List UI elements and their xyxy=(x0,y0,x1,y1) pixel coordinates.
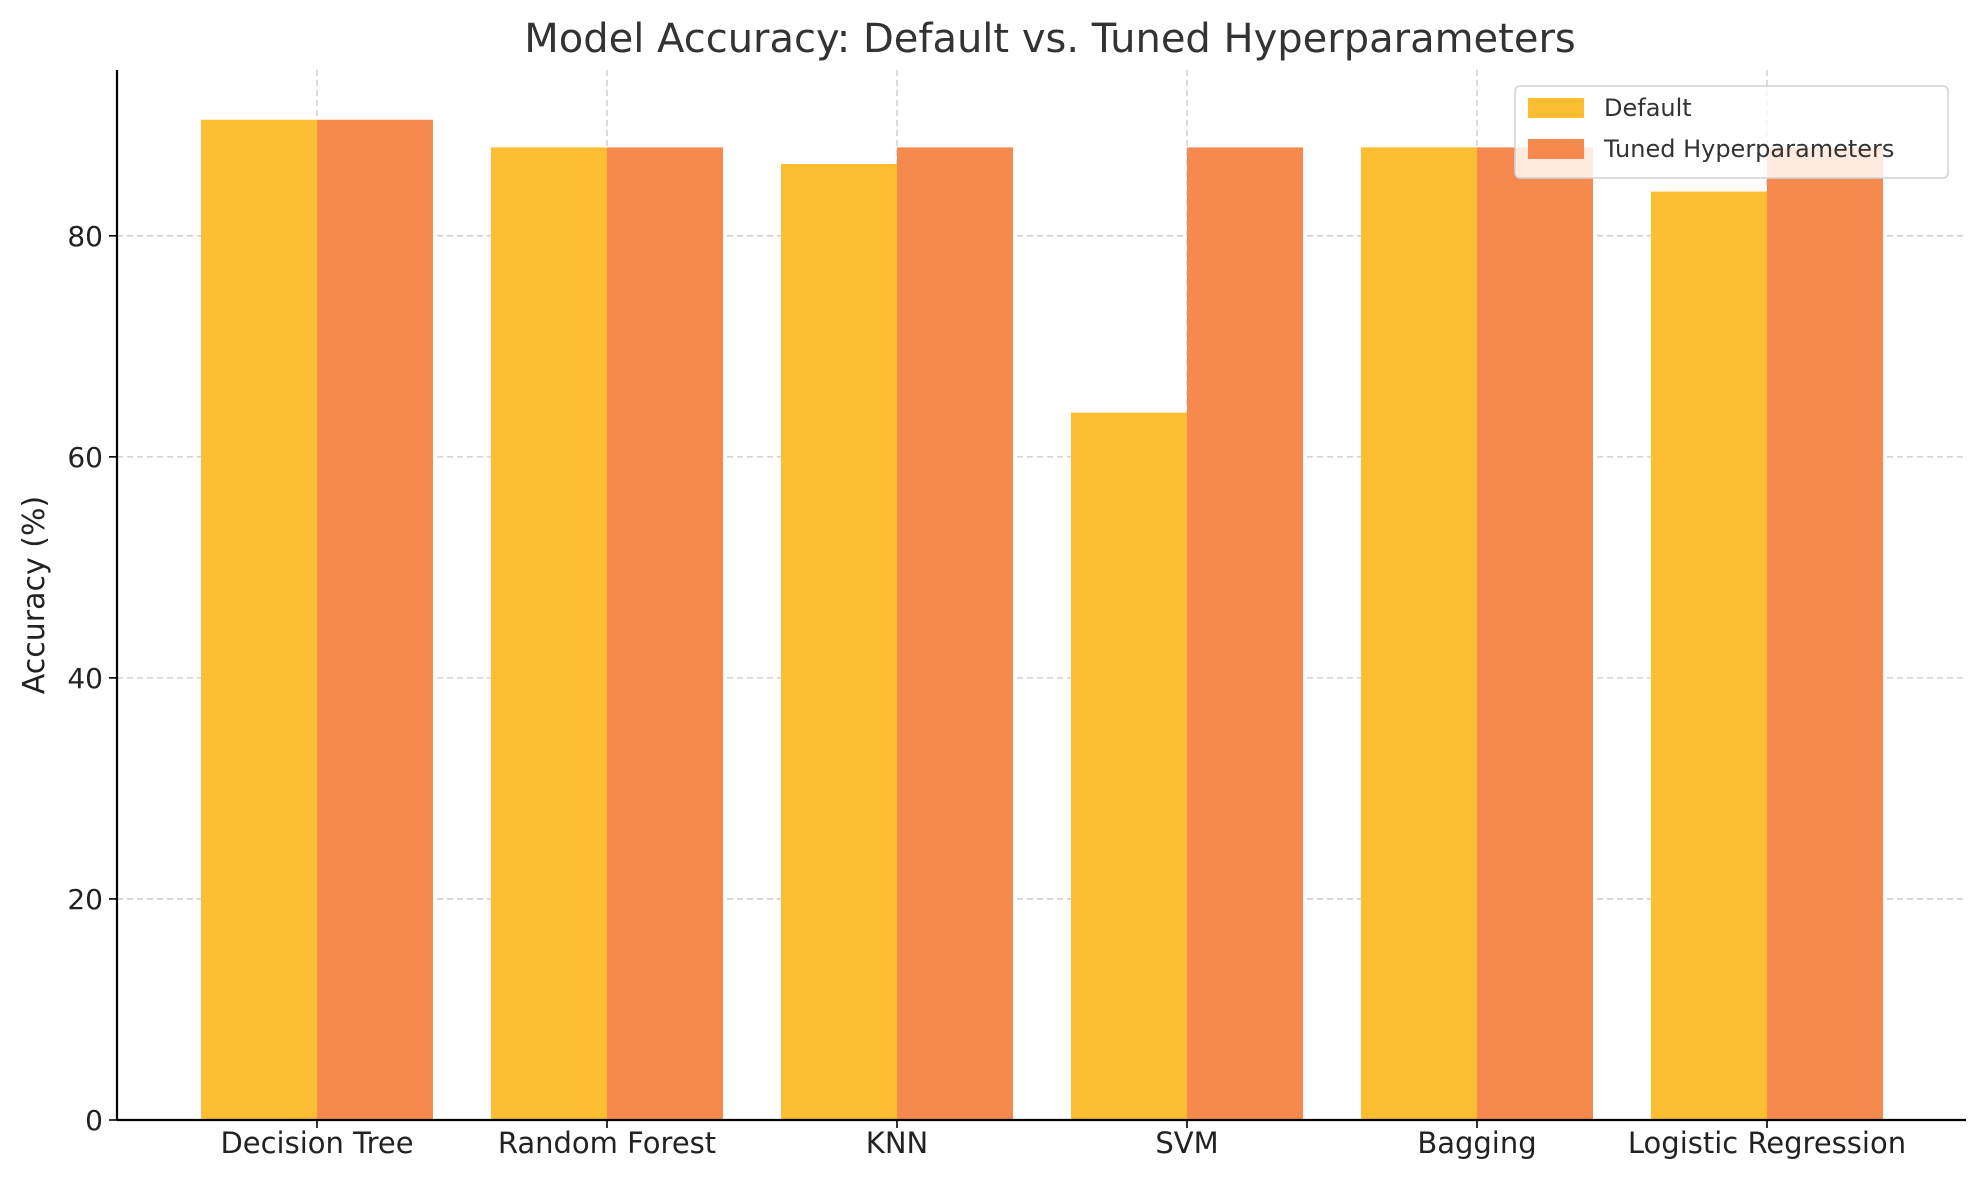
bar-tuned-hyperparameters-5 xyxy=(1767,147,1883,1121)
bar-tuned-hyperparameters-1 xyxy=(607,147,723,1121)
y-tick-label: 0 xyxy=(85,1104,103,1137)
bar-tuned-hyperparameters-3 xyxy=(1187,147,1303,1121)
legend: Default Tuned Hyperparameters xyxy=(1514,85,1949,179)
x-tick-label: SVM xyxy=(1155,1126,1218,1160)
bar-default-4 xyxy=(1361,147,1477,1121)
bar-tuned-hyperparameters-0 xyxy=(317,119,433,1121)
bar-default-5 xyxy=(1651,191,1767,1120)
legend-swatch xyxy=(1528,98,1584,118)
y-tick-label: 60 xyxy=(67,441,103,474)
x-tick-label: Decision Tree xyxy=(220,1126,413,1160)
legend-label: Tuned Hyperparameters xyxy=(1603,135,1894,163)
x-tick-label: KNN xyxy=(866,1126,928,1160)
axes xyxy=(109,70,1966,1128)
bar-tuned-hyperparameters-2 xyxy=(897,147,1013,1121)
labels: 0 20 40 60 80 Decision Tree Random Forest KNN SV… xyxy=(67,220,1906,1160)
y-tick-label: 20 xyxy=(67,883,103,916)
legend-label: Default xyxy=(1604,94,1692,122)
x-tick-label: Random Forest xyxy=(498,1126,716,1160)
bars xyxy=(201,119,1883,1121)
legend-swatch xyxy=(1528,139,1584,159)
bar-default-3 xyxy=(1071,412,1187,1120)
x-tick-label: Bagging xyxy=(1417,1126,1536,1160)
chart-title: Model Accuracy: Default vs. Tuned Hyperp… xyxy=(524,16,1576,62)
bar-tuned-hyperparameters-4 xyxy=(1477,147,1593,1121)
bar-default-0 xyxy=(201,119,317,1121)
y-tick-label: 40 xyxy=(67,662,103,695)
y-tick-label: 80 xyxy=(67,220,103,253)
bar-default-2 xyxy=(781,163,897,1120)
legend-box xyxy=(1514,85,1949,179)
x-tick-label: Logistic Regression xyxy=(1628,1126,1906,1160)
bar-default-1 xyxy=(491,147,607,1121)
y-axis-label: Accuracy (%) xyxy=(17,496,52,694)
